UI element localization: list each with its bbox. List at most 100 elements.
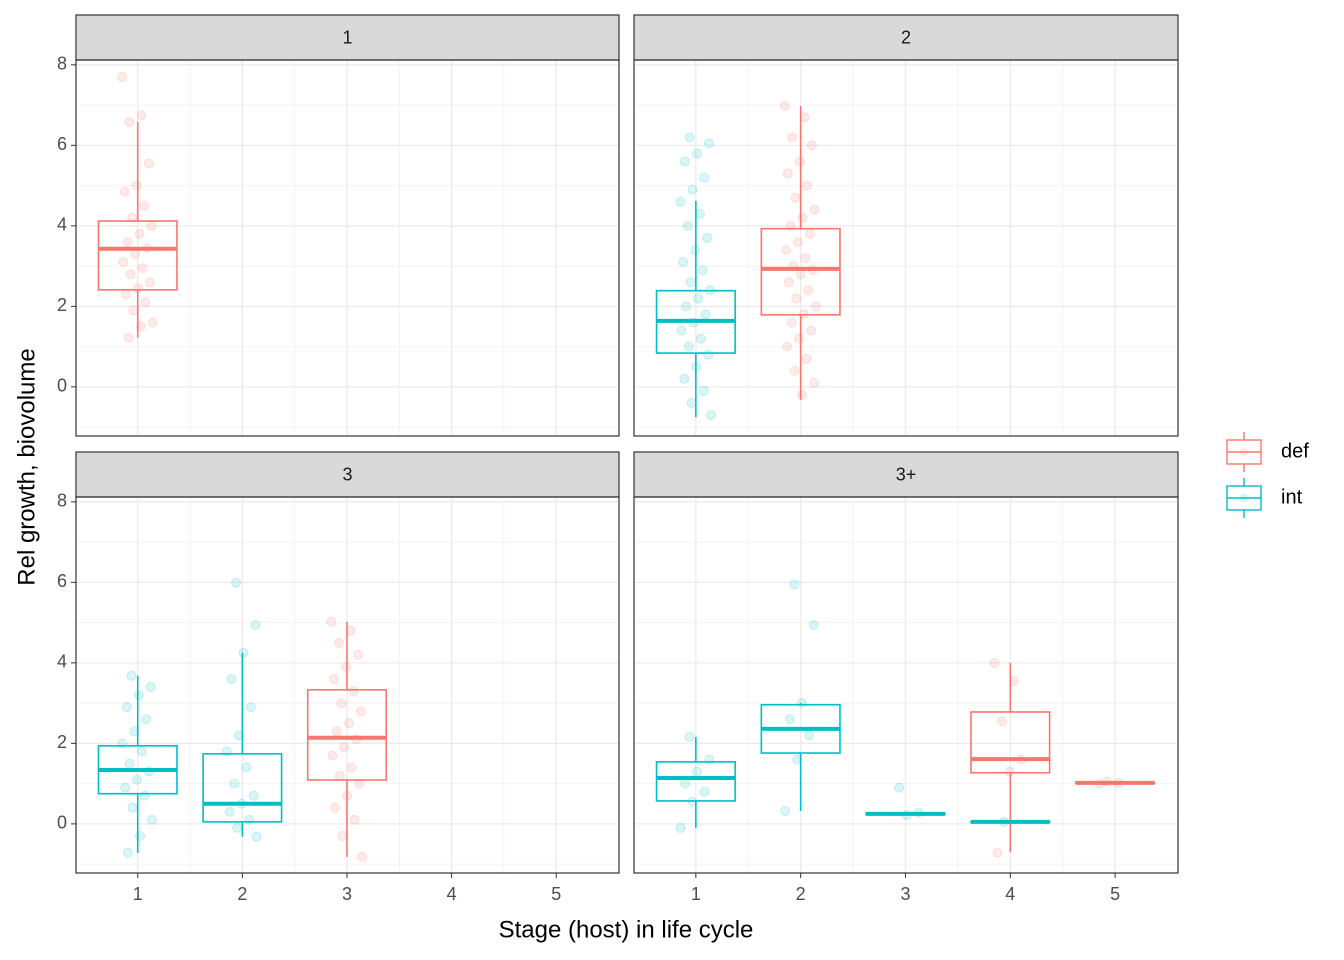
panel-border [633,496,1179,874]
jitter-point [784,714,795,725]
jitter-point [996,716,1007,727]
box-group [970,657,1051,858]
box-group [97,71,178,343]
jitter-point [120,782,131,793]
strip-label: 1 [342,27,352,47]
jitter-point [118,257,129,268]
jitter-point [787,132,798,143]
jitter-point [810,301,821,312]
jitter-point [794,333,805,344]
strip-label: 3+ [896,464,917,484]
jitter-point [789,365,800,376]
facet-panel: 3+ 1 2 3 4 5 [633,451,1179,904]
jitter-point [146,814,157,825]
jitter-point [684,731,695,742]
jitter-point [229,778,240,789]
jitter-point [250,620,261,631]
jitter-point [687,796,698,807]
panel-border [633,59,1179,437]
jitter-point [147,317,158,328]
y-tick-label: 2 [57,295,67,315]
jitter-point [686,397,697,408]
jitter-point [794,156,805,167]
jitter-point [703,138,714,149]
y-tick-label: 4 [57,652,67,672]
x-tick-label: 3 [900,884,910,904]
jitter-point [145,682,156,693]
jitter-point [894,782,905,793]
jitter-point [232,822,243,833]
x-axis-title: Stage (host) in life cycle [499,916,754,943]
jitter-point [695,333,706,344]
legend-item: def [1226,432,1309,472]
jitter-point [790,192,801,203]
jitter-point [791,293,802,304]
jitter-point [244,814,255,825]
x-tick-label: 5 [551,884,561,904]
x-tick-label: 1 [133,884,143,904]
box [202,753,283,823]
jitter-point [348,686,359,697]
jitter-point [792,754,803,765]
jitter-point [331,726,342,737]
box-group [655,731,736,833]
box-group [655,132,736,421]
jitter-point [806,140,817,151]
jitter-point [226,673,237,684]
box [760,227,841,316]
jitter-point [782,341,793,352]
jitter-point [143,158,154,169]
box-group [97,670,178,858]
jitter-point [329,673,340,684]
jitter-point [783,277,794,288]
jitter-point [132,774,143,785]
jitter-point [681,301,692,312]
jitter-point [128,305,139,316]
jitter-point [803,285,814,296]
facet-panel: 2 [633,14,1179,436]
x-tick-label: 2 [237,884,247,904]
jitter-point [780,806,791,817]
jitter-point [238,647,249,658]
x-tick-label: 2 [796,884,806,904]
legend-label: def [1281,440,1309,462]
jitter-point [355,706,366,717]
jitter-point [139,790,150,801]
jitter-point [131,180,142,191]
jitter-point [781,245,792,256]
jitter-point [698,385,709,396]
facet-panel: 1 0 2 4 6 8 [57,14,620,436]
jitter-point [231,577,242,588]
jitter-point [330,802,341,813]
jitter-point [699,786,710,797]
jitter-point [796,698,807,709]
y-tick-label: 6 [57,571,67,591]
jitter-point [130,249,141,260]
jitter-point [675,822,686,833]
jitter-point [679,373,690,384]
box-group [760,100,841,400]
jitter-point [800,253,811,264]
jitter-point [1004,766,1015,777]
y-tick-label: 0 [57,376,67,396]
jitter-point [224,806,235,817]
jitter-point [119,186,130,197]
legend-item: int [1226,478,1303,518]
panel-border [75,496,620,874]
jitter-point [327,750,338,761]
jitter-point [241,762,252,773]
strip-background [633,14,1179,61]
strip-background [633,451,1179,498]
jitter-point [123,332,134,343]
jitter-point [806,325,817,336]
jitter-point [679,778,690,789]
box [970,711,1051,774]
jitter-point [685,277,696,288]
jitter-point [992,847,1003,858]
jitter-point [805,228,816,239]
jitter-point [795,269,806,280]
jitter-point [117,71,128,82]
jitter-point [141,714,152,725]
jitter-point [809,204,820,215]
jitter-point [989,657,1000,668]
